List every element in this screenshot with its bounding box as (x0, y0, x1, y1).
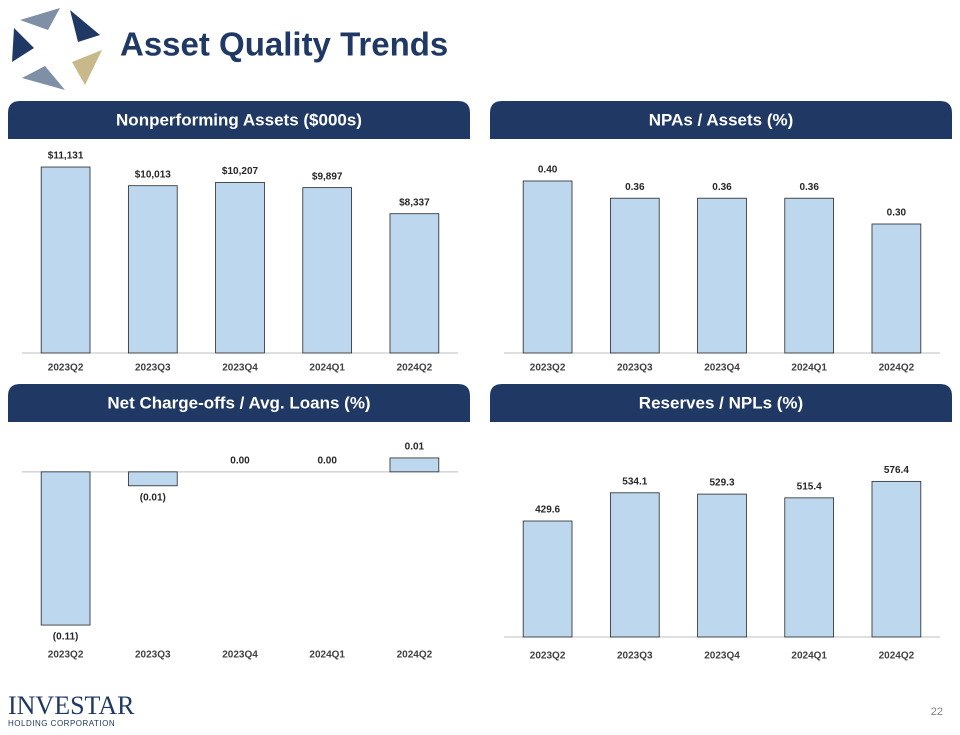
bar (784, 197, 835, 354)
panel-title: Net Charge-offs / Avg. Loans (%) (107, 393, 370, 412)
x-tick-label: 2024Q2 (879, 363, 915, 374)
bar (215, 182, 265, 354)
logo-text: INVESTAR (8, 691, 135, 720)
value-label: 576.4 (884, 465, 909, 476)
value-label: 515.4 (797, 481, 822, 492)
panel-header (8, 384, 470, 422)
value-label: 534.1 (622, 476, 647, 487)
bar (127, 471, 178, 487)
bar (609, 197, 660, 354)
value-label: $9,897 (312, 171, 343, 182)
value-label: $10,013 (135, 169, 172, 180)
x-tick-label: 2023Q4 (222, 363, 258, 374)
panel-title: Nonperforming Assets ($000s) (116, 110, 362, 129)
bar (871, 480, 922, 638)
bar (697, 197, 747, 354)
value-label: 0.00 (317, 455, 337, 466)
value-label: $8,337 (399, 197, 430, 208)
x-tick-label: 2024Q2 (397, 650, 433, 661)
bar (784, 497, 835, 638)
value-label: 0.36 (712, 182, 732, 193)
logo-subtext: HOLDING CORPORATION (8, 719, 115, 728)
x-tick-label: 2023Q4 (704, 651, 740, 662)
bar (871, 223, 922, 354)
bar (697, 493, 747, 638)
panel-header (490, 101, 952, 139)
logo-mark (12, 8, 102, 90)
x-tick-label: 2023Q4 (222, 650, 258, 661)
bar (40, 471, 91, 626)
bar (522, 180, 573, 354)
x-tick-label: 2023Q3 (135, 650, 171, 661)
value-label: 0.01 (405, 442, 425, 453)
x-tick-label: 2024Q2 (879, 651, 915, 662)
value-label: 529.3 (709, 478, 734, 489)
x-tick-label: 2024Q1 (791, 363, 827, 374)
panel-header (8, 101, 470, 139)
x-tick-label: 2023Q4 (704, 363, 740, 374)
x-tick-label: 2023Q2 (530, 651, 566, 662)
bar (522, 520, 573, 638)
bar (609, 492, 660, 638)
x-tick-label: 2023Q2 (530, 363, 566, 374)
bar (389, 213, 440, 354)
value-label: 0.40 (538, 165, 558, 176)
bar (127, 185, 178, 354)
x-tick-label: 2024Q1 (791, 651, 827, 662)
x-tick-label: 2024Q2 (397, 363, 433, 374)
x-tick-label: 2023Q3 (135, 363, 171, 374)
value-label: (0.01) (140, 492, 166, 503)
value-label: 0.30 (887, 208, 907, 219)
x-tick-label: 2023Q3 (617, 363, 653, 374)
x-tick-label: 2023Q3 (617, 651, 653, 662)
value-label: $10,207 (222, 166, 259, 177)
value-label: 0.36 (625, 182, 645, 193)
x-tick-label: 2023Q2 (48, 363, 84, 374)
panel-title: NPAs / Assets (%) (649, 110, 794, 129)
value-label: $11,131 (48, 151, 84, 162)
x-tick-label: 2023Q2 (48, 650, 84, 661)
panel-title: Reserves / NPLs (%) (639, 393, 803, 412)
value-label: 0.00 (230, 455, 250, 466)
bar (389, 457, 440, 473)
value-label: 429.6 (535, 505, 560, 516)
bar (40, 166, 91, 354)
value-label: 0.36 (799, 182, 819, 193)
page-number: 22 (931, 706, 943, 718)
panel-header (490, 384, 952, 422)
bar (302, 187, 353, 354)
slide-title: Asset Quality Trends (120, 26, 448, 63)
value-label: (0.11) (53, 632, 79, 643)
x-tick-label: 2024Q1 (309, 650, 345, 661)
x-tick-label: 2024Q1 (309, 363, 345, 374)
